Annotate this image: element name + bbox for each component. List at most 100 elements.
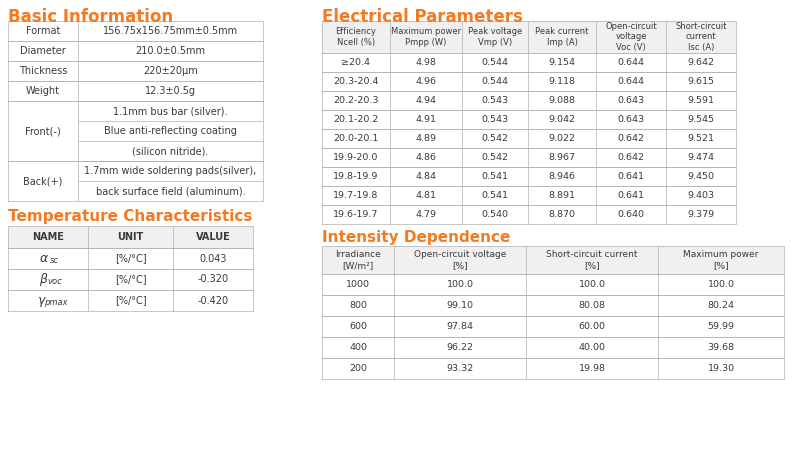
Text: Back(+): Back(+): [23, 176, 62, 186]
Text: 9.521: 9.521: [687, 134, 714, 143]
Text: 4.96: 4.96: [415, 77, 437, 86]
Text: 1.1mm bus bar (silver).: 1.1mm bus bar (silver).: [114, 106, 228, 116]
Text: Basic Information: Basic Information: [8, 8, 173, 26]
Text: Short-circuit
current
Isc (A): Short-circuit current Isc (A): [675, 22, 726, 52]
Text: 20.3-20.4: 20.3-20.4: [334, 77, 378, 86]
Bar: [8, 21, 263, 41]
Text: 8.870: 8.870: [549, 210, 575, 219]
Text: [%/°C]: [%/°C]: [114, 274, 146, 284]
Text: Efficiency
Ncell (%): Efficiency Ncell (%): [335, 27, 377, 47]
Bar: [8, 290, 253, 311]
Text: 9.642: 9.642: [687, 58, 714, 67]
Text: 0.641: 0.641: [618, 191, 645, 200]
Text: 0.544: 0.544: [482, 58, 509, 67]
Text: Thickness: Thickness: [19, 66, 67, 76]
Text: 39.68: 39.68: [707, 343, 734, 352]
Bar: [8, 269, 253, 290]
Text: 8.946: 8.946: [549, 172, 575, 181]
Text: 19.9-20.0: 19.9-20.0: [334, 153, 378, 162]
Text: Irradiance
[W/m²]: Irradiance [W/m²]: [335, 250, 381, 270]
Text: Weight: Weight: [26, 86, 60, 96]
Text: 9.450: 9.450: [687, 172, 714, 181]
Text: Temperature Characteristics: Temperature Characteristics: [8, 209, 252, 224]
Bar: [8, 41, 263, 61]
Text: 4.89: 4.89: [415, 134, 437, 143]
Bar: [322, 246, 784, 274]
Text: -0.420: -0.420: [198, 296, 229, 306]
Text: 0.541: 0.541: [482, 172, 509, 181]
Text: 97.84: 97.84: [446, 322, 474, 331]
Text: Diameter: Diameter: [20, 46, 66, 56]
Text: 4.86: 4.86: [415, 153, 437, 162]
Text: 210.0±0.5mm: 210.0±0.5mm: [135, 46, 206, 56]
Text: 0.640: 0.640: [618, 210, 645, 219]
Bar: [322, 205, 736, 224]
Text: 0.544: 0.544: [482, 77, 509, 86]
Text: 4.94: 4.94: [415, 96, 437, 105]
Text: voc: voc: [48, 277, 62, 286]
Bar: [322, 167, 736, 186]
Text: 0.043: 0.043: [199, 254, 226, 264]
Text: 59.99: 59.99: [707, 322, 734, 331]
Bar: [322, 358, 784, 379]
Text: 4.79: 4.79: [415, 210, 437, 219]
Text: 0.642: 0.642: [618, 153, 645, 162]
Text: 93.32: 93.32: [446, 364, 474, 373]
Text: back surface field (aluminum).: back surface field (aluminum).: [96, 186, 246, 196]
Text: 19.6-19.7: 19.6-19.7: [334, 210, 378, 219]
Text: sc: sc: [50, 256, 58, 265]
Text: 99.10: 99.10: [446, 301, 474, 310]
Text: 0.644: 0.644: [618, 58, 645, 67]
Text: 20.0-20.1: 20.0-20.1: [334, 134, 378, 143]
Text: pmax: pmax: [44, 298, 68, 307]
Text: Peak current
Imp (A): Peak current Imp (A): [535, 27, 589, 47]
Text: 100.0: 100.0: [578, 280, 606, 289]
Text: α: α: [40, 252, 48, 265]
Text: [%/°C]: [%/°C]: [114, 254, 146, 264]
Text: ≥20.4: ≥20.4: [342, 58, 370, 67]
Text: 9.154: 9.154: [549, 58, 575, 67]
Bar: [8, 161, 263, 201]
Text: 9.118: 9.118: [549, 77, 575, 86]
Bar: [322, 295, 784, 316]
Text: 1000: 1000: [346, 280, 370, 289]
Bar: [322, 129, 736, 148]
Text: 0.542: 0.542: [482, 153, 509, 162]
Bar: [8, 81, 263, 101]
Text: 800: 800: [349, 301, 367, 310]
Text: UNIT: UNIT: [118, 232, 144, 242]
Bar: [322, 186, 736, 205]
Bar: [8, 248, 253, 269]
Text: 9.088: 9.088: [549, 96, 575, 105]
Text: Open-circuit voltage
[%]: Open-circuit voltage [%]: [414, 250, 506, 270]
Text: 4.84: 4.84: [415, 172, 437, 181]
Text: Format: Format: [26, 26, 60, 36]
Bar: [322, 274, 784, 295]
Text: Front(-): Front(-): [25, 126, 61, 136]
Bar: [322, 148, 736, 167]
Bar: [322, 91, 736, 110]
Text: Peak voltage
Vmp (V): Peak voltage Vmp (V): [468, 27, 522, 47]
Text: 0.540: 0.540: [482, 210, 509, 219]
Text: 0.643: 0.643: [618, 115, 645, 124]
Text: 156.75x156.75mm±0.5mm: 156.75x156.75mm±0.5mm: [103, 26, 238, 36]
Text: 0.642: 0.642: [618, 134, 645, 143]
Text: 20.2-20.3: 20.2-20.3: [334, 96, 378, 105]
Text: Short-circuit current
[%]: Short-circuit current [%]: [546, 250, 638, 270]
Text: 0.643: 0.643: [618, 96, 645, 105]
Text: Maximum power
Pmpp (W): Maximum power Pmpp (W): [391, 27, 461, 47]
Text: 80.08: 80.08: [578, 301, 606, 310]
Text: β: β: [39, 273, 47, 286]
Text: VALUE: VALUE: [196, 232, 230, 242]
Text: (silicon nitride).: (silicon nitride).: [132, 146, 209, 156]
Text: γ: γ: [38, 294, 45, 307]
Text: 100.0: 100.0: [446, 280, 474, 289]
Text: 9.545: 9.545: [687, 115, 714, 124]
Text: -0.320: -0.320: [198, 274, 229, 284]
Text: 220±20μm: 220±20μm: [143, 66, 198, 76]
Text: 9.591: 9.591: [687, 96, 714, 105]
Bar: [8, 61, 263, 81]
Bar: [322, 21, 736, 53]
Bar: [322, 337, 784, 358]
Text: 12.3±0.5g: 12.3±0.5g: [145, 86, 196, 96]
